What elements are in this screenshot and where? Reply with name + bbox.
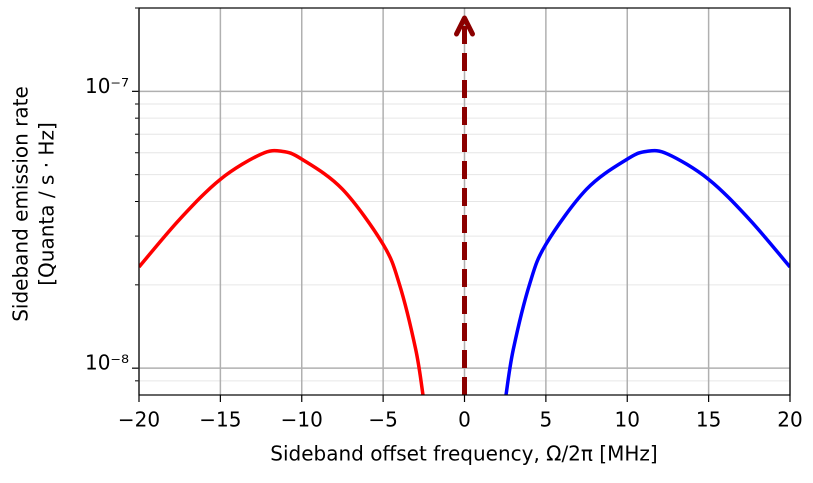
x-axis-label: Sideband offset frequency, Ω/2π [MHz] bbox=[270, 442, 657, 466]
x-tick-label: −20 bbox=[118, 408, 160, 432]
x-tick-label: 15 bbox=[696, 408, 721, 432]
x-tick-label: 10 bbox=[615, 408, 640, 432]
arrow-head bbox=[454, 15, 475, 37]
series-line bbox=[139, 148, 425, 395]
series-line bbox=[504, 148, 790, 395]
x-tick-label: 20 bbox=[777, 408, 802, 432]
y-axis-label: [Quanta / s · Hz] bbox=[35, 122, 59, 286]
x-tick-label: 0 bbox=[458, 408, 471, 432]
x-tick-label: −5 bbox=[368, 408, 397, 432]
y-tick-label: 10⁻⁷ bbox=[85, 74, 129, 98]
x-tick-label: −15 bbox=[199, 408, 241, 432]
x-tick-label: −10 bbox=[281, 408, 323, 432]
x-tick-label: 5 bbox=[540, 408, 553, 432]
plot-frame bbox=[138, 7, 791, 396]
y-tick-label: 10⁻⁸ bbox=[85, 351, 129, 375]
y-axis-label: Sideband emission rate bbox=[9, 86, 33, 322]
